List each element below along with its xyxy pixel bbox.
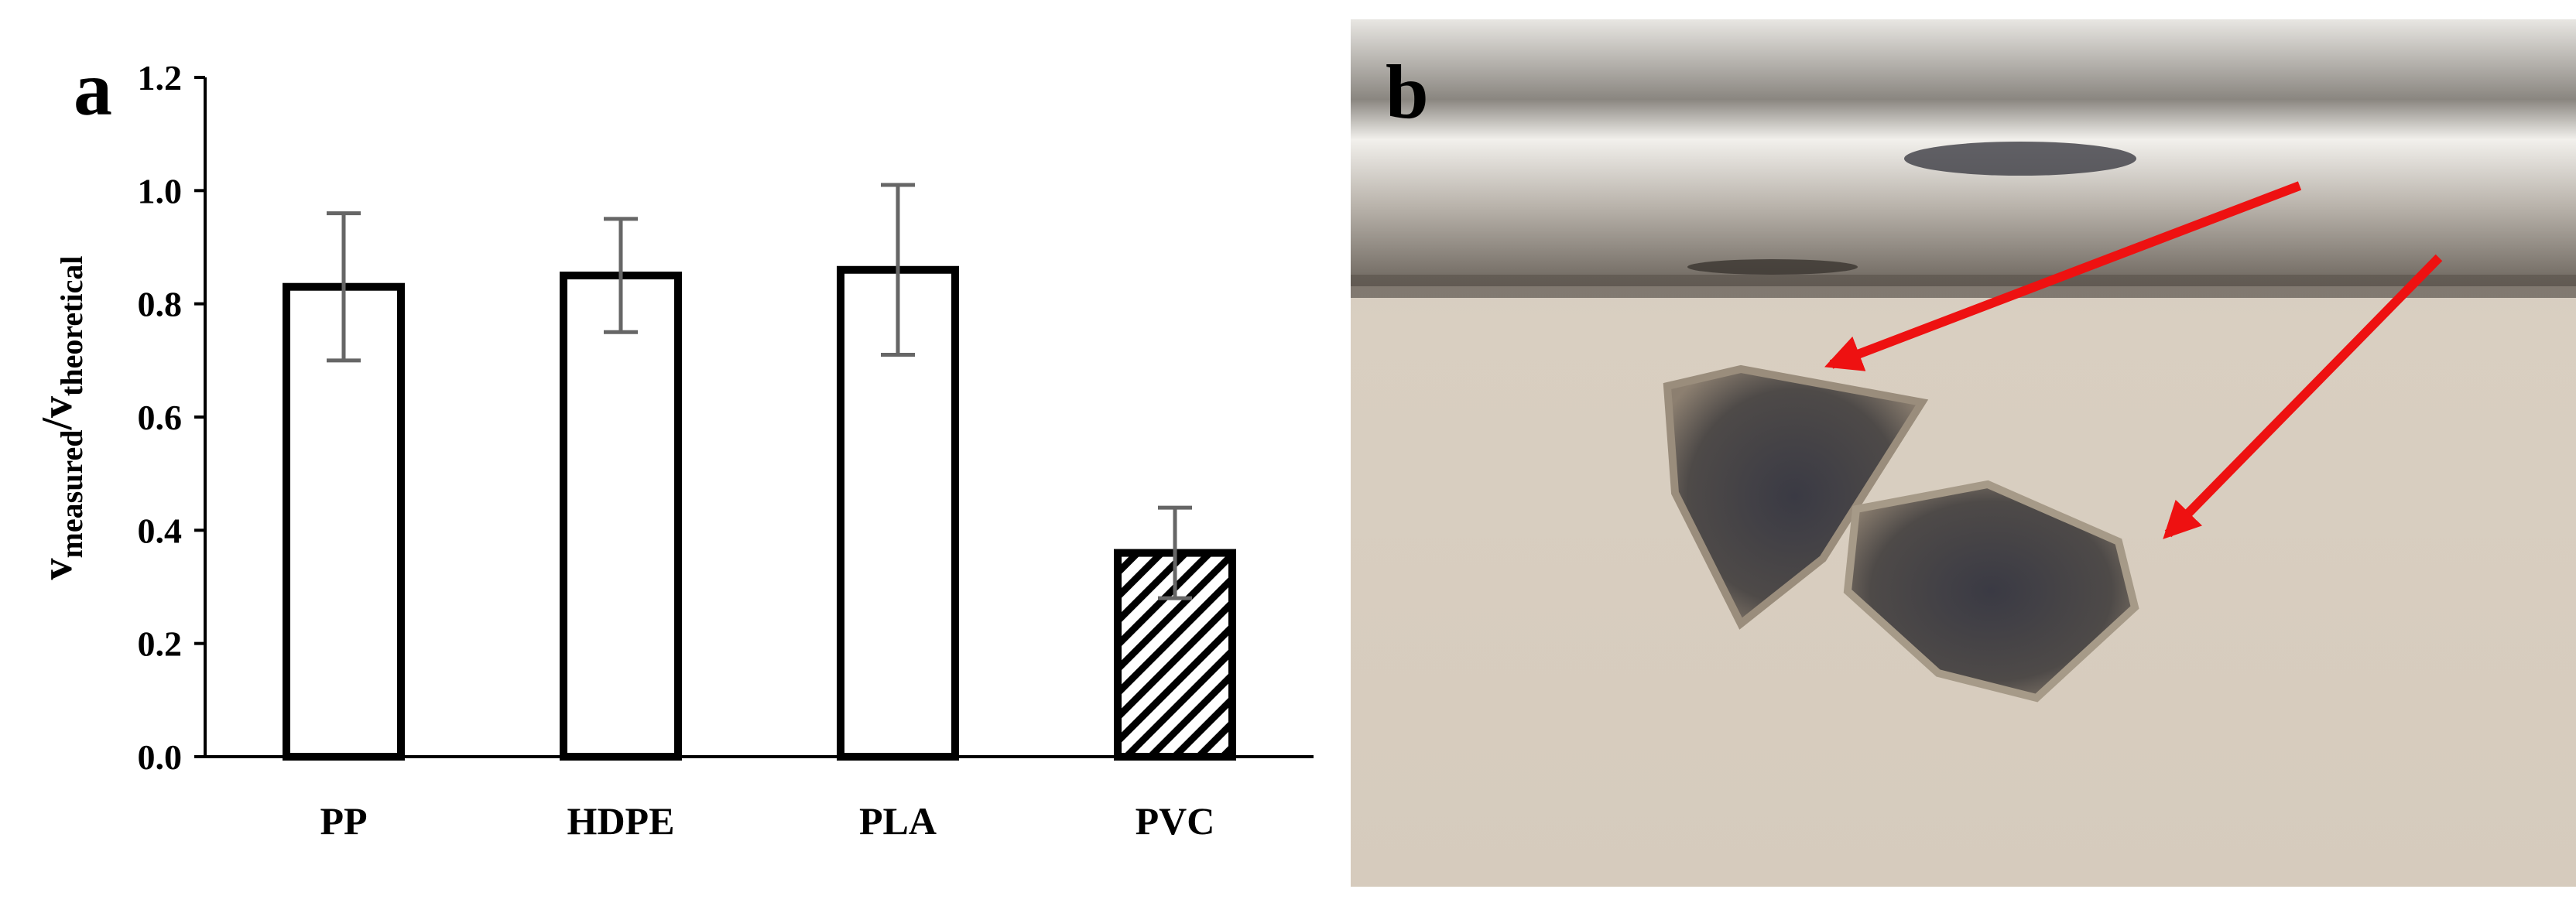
x-tick-label: PVC [1136, 799, 1215, 843]
y-label-part: measured [54, 430, 89, 559]
y-tick-label: 0.8 [138, 285, 183, 324]
plot: 0.0 0.2 0.4 0.6 0.8 1.0 1.2 PP HDPE PLA PVC [138, 58, 1314, 843]
x-tick-label: PLA [859, 799, 937, 843]
y-tick-label: 1.2 [138, 58, 183, 97]
panel-label: b [1386, 49, 1429, 135]
y-tick-label: 0.6 [138, 398, 183, 437]
y-label-part: theoretical [54, 256, 89, 396]
y-tick-label: 0.2 [138, 624, 183, 664]
panel-label: a [74, 46, 112, 132]
y-tick-label: 0.0 [138, 737, 183, 777]
y-label-part: v [33, 558, 81, 580]
x-tick-label: HDPE [567, 799, 675, 843]
y-axis-label: vmeasured/vtheoretical [33, 256, 89, 580]
y-label-part: /v [33, 396, 81, 431]
x-tick-label: PP [320, 799, 367, 843]
y-tick-label: 0.4 [138, 511, 183, 550]
y-tick-label: 1.0 [138, 171, 183, 210]
photo [1351, 19, 2576, 887]
bar [283, 282, 405, 761]
bar [560, 272, 682, 761]
